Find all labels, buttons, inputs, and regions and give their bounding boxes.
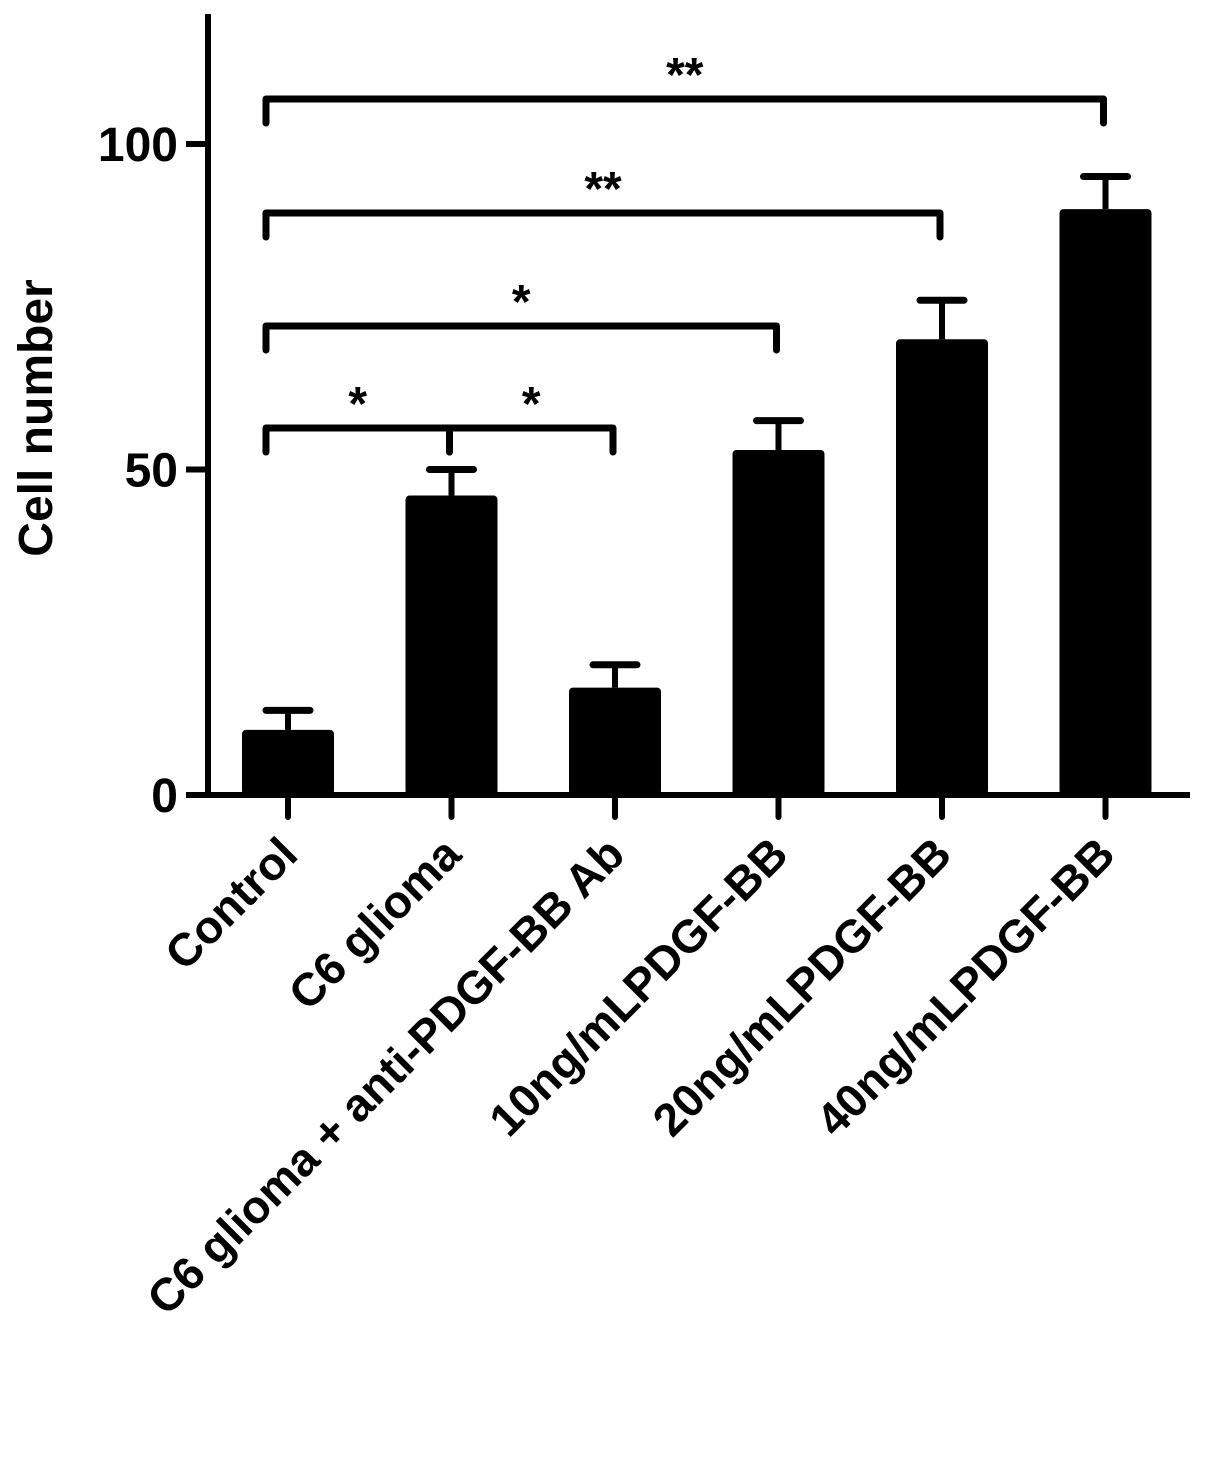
- significance-bracket: [262, 95, 1107, 127]
- x-tick-label: 20ng/mLPDGF-BB: [642, 827, 961, 1146]
- bar: [1059, 209, 1152, 796]
- bar: [569, 687, 661, 795]
- bar: [896, 339, 988, 795]
- x-tick-label: 40ng/mLPDGF-BB: [806, 827, 1125, 1146]
- y-axis-label: Cell number: [10, 279, 63, 556]
- y-tick-label: 0: [151, 770, 178, 823]
- x-tick-label: Control: [155, 827, 307, 979]
- bar: [732, 449, 825, 795]
- significance-label: **: [666, 49, 704, 102]
- significance-label: *: [348, 378, 367, 431]
- y-tick-label: 50: [125, 445, 178, 498]
- significance-bracket: [446, 424, 617, 456]
- bar: [405, 495, 498, 795]
- significance-label: *: [522, 378, 541, 431]
- significance-bracket: [262, 322, 780, 354]
- significance-label: **: [584, 163, 622, 216]
- bar: [242, 729, 334, 795]
- significance-bracket: [262, 424, 453, 456]
- y-tick-label: 100: [98, 119, 178, 172]
- significance-bracket: [262, 209, 944, 241]
- x-tick-label: 10ng/mLPDGF-BB: [479, 827, 798, 1146]
- significance-label: *: [512, 276, 531, 329]
